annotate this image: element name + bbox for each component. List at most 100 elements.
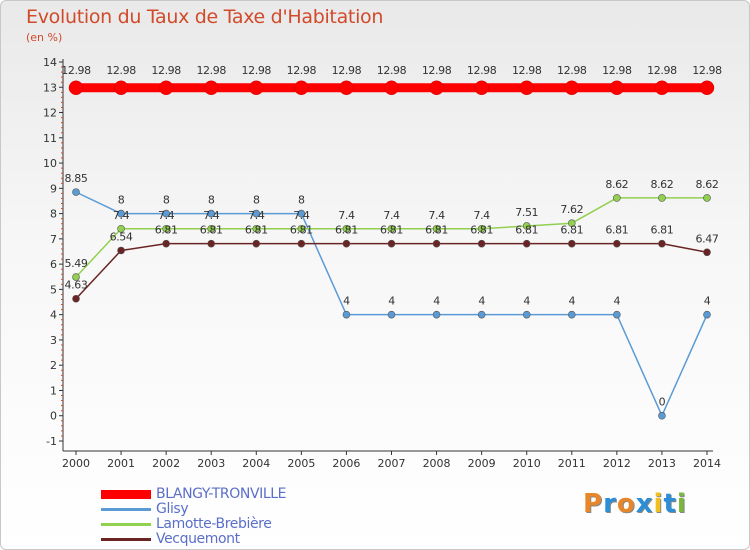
data-label: 7.4 bbox=[203, 209, 220, 222]
data-point bbox=[162, 209, 170, 218]
data-label: 7.4 bbox=[383, 209, 400, 222]
data-point bbox=[477, 310, 486, 319]
y-tick-label: 13 bbox=[43, 81, 57, 94]
x-tick-label: 2007 bbox=[378, 457, 406, 470]
data-point bbox=[658, 239, 666, 248]
logo-letter: r bbox=[603, 489, 617, 519]
logo-letter: i bbox=[653, 489, 664, 519]
x-tick-label: 2013 bbox=[648, 457, 676, 470]
data-label: 7.62 bbox=[560, 203, 583, 216]
data-label: 6.81 bbox=[515, 224, 538, 237]
data-label: 8 bbox=[163, 194, 170, 207]
data-point bbox=[613, 239, 621, 248]
y-tick-label: 2 bbox=[50, 359, 57, 372]
data-point bbox=[658, 411, 666, 420]
data-point bbox=[68, 80, 84, 96]
legend-swatch bbox=[101, 538, 151, 541]
data-label: 12.98 bbox=[287, 64, 317, 77]
data-label: 6.54 bbox=[110, 230, 133, 243]
x-tick-label: 2014 bbox=[693, 457, 721, 470]
legend-label: Vecquemont bbox=[156, 531, 240, 547]
data-point bbox=[522, 222, 531, 230]
y-tick-label: 4 bbox=[50, 309, 57, 322]
data-label: 12.98 bbox=[377, 64, 407, 77]
legend-swatch bbox=[101, 508, 151, 511]
data-point bbox=[207, 209, 216, 218]
chart-legend: BLANGY-TRONVILLE Glisy Lamotte-Brebière Vec… bbox=[101, 486, 361, 547]
y-tick-label: -1 bbox=[46, 435, 57, 448]
data-label: 7.4 bbox=[293, 209, 310, 222]
data-label: 7.4 bbox=[248, 209, 265, 222]
data-point bbox=[297, 239, 306, 248]
data-label: 12.98 bbox=[106, 64, 136, 77]
data-label: 4 bbox=[388, 295, 395, 308]
legend-item: BLANGY-TRONVILLE bbox=[101, 486, 361, 502]
data-point bbox=[703, 194, 711, 202]
data-point bbox=[158, 80, 174, 96]
data-label: 8.85 bbox=[65, 172, 88, 185]
data-point bbox=[658, 194, 666, 202]
data-label: 12.98 bbox=[647, 64, 677, 77]
data-label: 7.4 bbox=[428, 209, 445, 222]
data-point bbox=[162, 239, 170, 248]
data-label: 8.62 bbox=[696, 178, 719, 191]
logo-letter: P bbox=[583, 489, 604, 519]
legend-label: BLANGY-TRONVILLE bbox=[156, 486, 287, 502]
data-point bbox=[564, 80, 580, 96]
data-label: 4 bbox=[704, 295, 711, 308]
legend-item: Vecquemont bbox=[101, 531, 361, 547]
data-label: 8.62 bbox=[605, 178, 628, 191]
data-label: 8 bbox=[298, 194, 305, 207]
chart-title: Evolution du Taux de Taxe d'Habitation bbox=[26, 6, 384, 28]
data-point bbox=[477, 224, 486, 233]
legend-item: Lamotte-Brebière bbox=[101, 516, 361, 532]
data-point bbox=[294, 80, 309, 96]
logo-letter: t bbox=[663, 489, 677, 519]
data-point bbox=[474, 80, 489, 96]
x-tick-label: 2012 bbox=[603, 457, 631, 470]
data-label: 12.98 bbox=[602, 64, 632, 77]
data-point bbox=[387, 224, 396, 233]
data-label: 12.98 bbox=[196, 64, 226, 77]
data-label: 6.81 bbox=[155, 224, 178, 237]
data-label: 6.81 bbox=[470, 224, 493, 237]
x-tick-label: 2009 bbox=[468, 457, 496, 470]
data-point bbox=[339, 80, 354, 96]
data-point bbox=[252, 239, 261, 248]
data-point bbox=[297, 224, 306, 233]
y-tick-label: 1 bbox=[50, 384, 57, 397]
data-label: 6.81 bbox=[200, 224, 223, 237]
y-tick-label: 5 bbox=[50, 283, 57, 296]
data-label: 6.81 bbox=[605, 224, 628, 237]
data-point bbox=[342, 310, 351, 319]
legend-swatch bbox=[101, 523, 151, 526]
data-point bbox=[117, 209, 125, 218]
data-point bbox=[699, 80, 715, 96]
data-point bbox=[432, 310, 441, 319]
data-point bbox=[387, 310, 396, 319]
data-point bbox=[387, 239, 396, 248]
data-label: 0 bbox=[659, 396, 666, 409]
data-point bbox=[113, 80, 129, 96]
data-label: 12.98 bbox=[332, 64, 362, 77]
data-point bbox=[613, 194, 621, 202]
data-label: 12.98 bbox=[557, 64, 587, 77]
data-point bbox=[429, 80, 444, 96]
data-label: 8.62 bbox=[650, 178, 673, 191]
data-point bbox=[519, 80, 534, 96]
data-point bbox=[477, 239, 486, 248]
x-tick-label: 2002 bbox=[152, 457, 180, 470]
data-label: 6.81 bbox=[560, 224, 583, 237]
chart-unit-label: (en %) bbox=[26, 31, 63, 44]
y-tick-label: 6 bbox=[50, 258, 57, 271]
data-point bbox=[162, 224, 170, 233]
data-point bbox=[72, 273, 80, 281]
data-label: 4 bbox=[478, 295, 485, 308]
logo-letter: x bbox=[635, 489, 654, 519]
y-tick-label: 9 bbox=[50, 182, 57, 195]
data-label: 4 bbox=[568, 295, 575, 308]
data-label: 7.51 bbox=[515, 206, 538, 219]
data-point bbox=[613, 310, 621, 319]
